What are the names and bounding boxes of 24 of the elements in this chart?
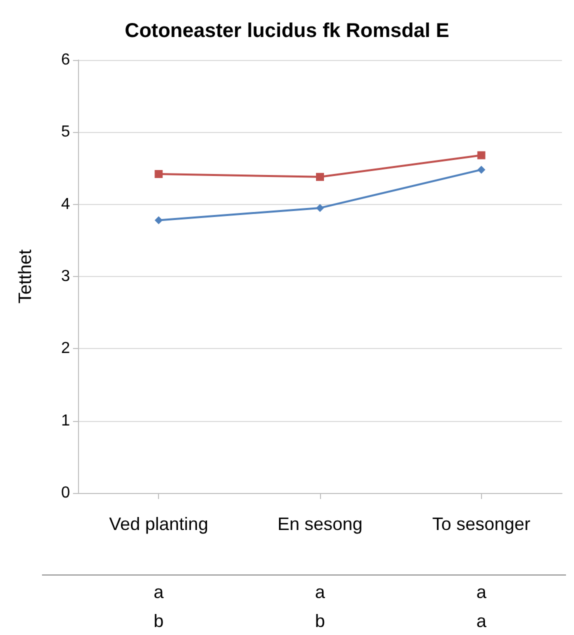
point — [477, 151, 486, 160]
point — [316, 172, 324, 181]
y-tick-label: 3 — [61, 268, 70, 285]
x-tick-label: To sesonger — [432, 514, 530, 534]
text: a — [314, 582, 326, 602]
text: a — [476, 582, 488, 602]
chart-title: Cotoneaster lucidus fk Romsdal E — [124, 20, 450, 42]
y-tick-label: 6 — [61, 52, 70, 68]
y-tick-label: 2 — [61, 340, 70, 358]
text: b — [154, 611, 164, 631]
x-tick-label: En sesong — [277, 514, 363, 534]
y-tick-label: 1 — [61, 412, 70, 430]
y-tick-label: 5 — [61, 124, 70, 141]
point — [477, 166, 486, 174]
text: b — [314, 611, 326, 631]
y-tick-label: 0 — [61, 484, 70, 502]
y-tick-label: 4 — [61, 196, 70, 213]
x-tick-label: Ved planting — [109, 514, 208, 534]
point — [316, 204, 324, 212]
y-axis-title: Tetthet — [15, 249, 35, 304]
text: a — [476, 611, 488, 631]
point — [154, 216, 163, 224]
text: a — [154, 582, 165, 602]
point — [154, 170, 163, 178]
